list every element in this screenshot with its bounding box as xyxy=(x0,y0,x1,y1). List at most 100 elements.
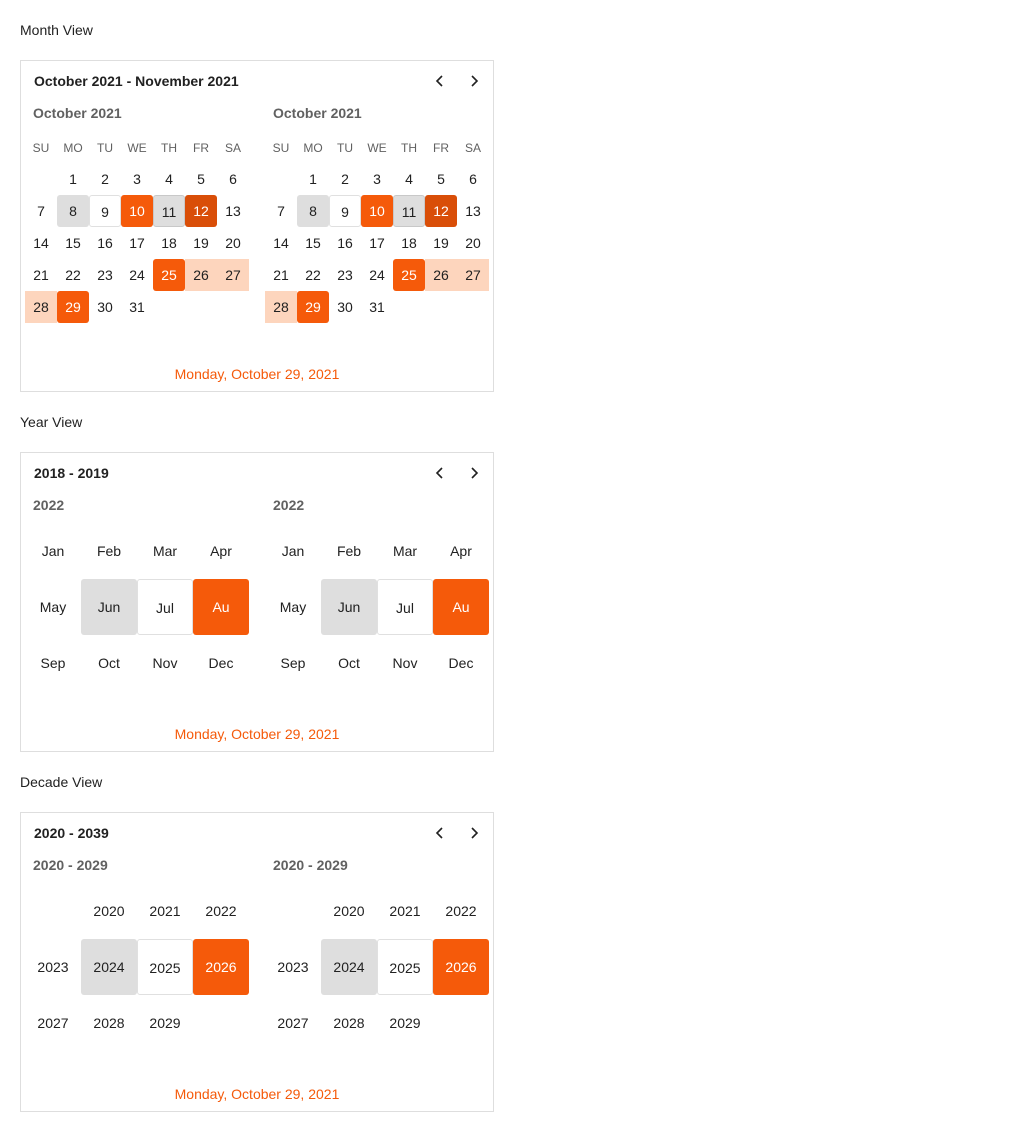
day-cell[interactable]: 11 xyxy=(153,195,185,227)
header-title[interactable]: 2020 - 2039 xyxy=(34,825,109,841)
day-cell[interactable]: 14 xyxy=(273,235,289,251)
day-cell[interactable]: 11 xyxy=(393,195,425,227)
day-cell[interactable]: 26 xyxy=(425,259,457,291)
day-cell[interactable]: 31 xyxy=(369,299,385,315)
day-cell[interactable]: 17 xyxy=(369,235,385,251)
day-cell[interactable]: 12 xyxy=(185,195,217,227)
day-cell[interactable]: 6 xyxy=(469,171,477,187)
year-cell[interactable]: 2029 xyxy=(149,1015,181,1031)
day-cell[interactable]: 10 xyxy=(361,195,393,227)
month-cell[interactable]: Au xyxy=(193,579,249,635)
year-cell[interactable]: 2024 xyxy=(321,939,377,995)
day-cell[interactable]: 27 xyxy=(457,259,489,291)
month-cell[interactable]: Jul xyxy=(377,579,433,635)
day-cell[interactable]: 21 xyxy=(273,267,289,283)
month-cell[interactable]: Mar xyxy=(392,543,418,559)
day-cell[interactable]: 20 xyxy=(225,235,241,251)
day-cell[interactable]: 15 xyxy=(65,235,81,251)
day-cell[interactable]: 7 xyxy=(277,203,285,219)
day-cell[interactable]: 22 xyxy=(65,267,81,283)
day-cell[interactable]: 10 xyxy=(121,195,153,227)
year-cell[interactable]: 2020 xyxy=(93,903,125,919)
next-button[interactable] xyxy=(462,461,486,485)
day-cell[interactable]: 27 xyxy=(217,259,249,291)
month-cell[interactable]: Jan xyxy=(41,543,65,559)
day-cell[interactable]: 24 xyxy=(129,267,145,283)
day-cell[interactable]: 25 xyxy=(393,259,425,291)
day-cell[interactable]: 29 xyxy=(57,291,89,323)
day-cell[interactable]: 6 xyxy=(229,171,237,187)
day-cell[interactable]: 3 xyxy=(373,171,381,187)
day-cell[interactable]: 25 xyxy=(153,259,185,291)
month-cell[interactable]: Oct xyxy=(98,655,120,671)
month-cell[interactable]: Nov xyxy=(152,655,178,671)
month-cell[interactable]: Apr xyxy=(210,543,232,559)
day-cell[interactable]: 29 xyxy=(297,291,329,323)
day-cell[interactable]: 21 xyxy=(33,267,49,283)
year-cell[interactable]: 2029 xyxy=(389,1015,421,1031)
day-cell[interactable]: 22 xyxy=(305,267,321,283)
day-cell[interactable]: 9 xyxy=(329,195,361,227)
year-cell[interactable]: 2022 xyxy=(205,903,237,919)
day-cell[interactable]: 7 xyxy=(37,203,45,219)
month-cell[interactable]: Nov xyxy=(392,655,418,671)
day-cell[interactable]: 19 xyxy=(433,235,449,251)
day-cell[interactable]: 1 xyxy=(69,171,77,187)
header-title[interactable]: October 2021 - November 2021 xyxy=(34,73,239,89)
year-cell[interactable]: 2025 xyxy=(137,939,193,995)
day-cell[interactable]: 16 xyxy=(337,235,353,251)
year-cell[interactable]: 2020 xyxy=(333,903,365,919)
day-cell[interactable]: 4 xyxy=(165,171,173,187)
day-cell[interactable]: 16 xyxy=(97,235,113,251)
day-cell[interactable]: 20 xyxy=(465,235,481,251)
month-cell[interactable]: Feb xyxy=(96,543,122,559)
day-cell[interactable]: 12 xyxy=(425,195,457,227)
day-cell[interactable]: 2 xyxy=(101,171,109,187)
today-link[interactable]: Monday, October 29, 2021 xyxy=(174,726,340,742)
header-title[interactable]: 2018 - 2019 xyxy=(34,465,109,481)
month-cell[interactable]: Sep xyxy=(280,655,306,671)
month-cell[interactable]: Apr xyxy=(450,543,472,559)
year-cell[interactable]: 2024 xyxy=(81,939,137,995)
month-cell[interactable]: Dec xyxy=(208,655,234,671)
year-cell[interactable]: 2026 xyxy=(433,939,489,995)
day-cell[interactable]: 4 xyxy=(405,171,413,187)
day-cell[interactable]: 13 xyxy=(465,203,481,219)
day-cell[interactable]: 5 xyxy=(437,171,445,187)
day-cell[interactable]: 8 xyxy=(297,195,329,227)
day-cell[interactable]: 23 xyxy=(97,267,113,283)
today-link[interactable]: Monday, October 29, 2021 xyxy=(174,1086,340,1102)
month-cell[interactable]: Sep xyxy=(40,655,66,671)
day-cell[interactable]: 26 xyxy=(185,259,217,291)
day-cell[interactable]: 30 xyxy=(337,299,353,315)
year-cell[interactable]: 2022 xyxy=(445,903,477,919)
day-cell[interactable]: 31 xyxy=(129,299,145,315)
day-cell[interactable]: 19 xyxy=(193,235,209,251)
year-cell[interactable]: 2027 xyxy=(277,1015,309,1031)
day-cell[interactable]: 9 xyxy=(89,195,121,227)
day-cell[interactable]: 1 xyxy=(309,171,317,187)
month-cell[interactable]: May xyxy=(39,599,67,615)
month-cell[interactable]: Jan xyxy=(281,543,305,559)
month-cell[interactable]: Jun xyxy=(81,579,137,635)
day-cell[interactable]: 18 xyxy=(161,235,177,251)
month-cell[interactable]: Feb xyxy=(336,543,362,559)
prev-button[interactable] xyxy=(428,821,452,845)
year-cell[interactable]: 2021 xyxy=(389,903,421,919)
month-cell[interactable]: Jul xyxy=(137,579,193,635)
day-cell[interactable]: 17 xyxy=(129,235,145,251)
month-cell[interactable]: Au xyxy=(433,579,489,635)
day-cell[interactable]: 8 xyxy=(57,195,89,227)
year-cell[interactable]: 2025 xyxy=(377,939,433,995)
day-cell[interactable]: 5 xyxy=(197,171,205,187)
day-cell[interactable]: 14 xyxy=(33,235,49,251)
prev-button[interactable] xyxy=(428,69,452,93)
day-cell[interactable]: 30 xyxy=(97,299,113,315)
year-cell[interactable]: 2021 xyxy=(149,903,181,919)
month-cell[interactable]: Dec xyxy=(448,655,474,671)
day-cell[interactable]: 23 xyxy=(337,267,353,283)
day-cell[interactable]: 15 xyxy=(305,235,321,251)
month-cell[interactable]: Mar xyxy=(152,543,178,559)
year-cell[interactable]: 2028 xyxy=(333,1015,365,1031)
month-cell[interactable]: May xyxy=(279,599,307,615)
